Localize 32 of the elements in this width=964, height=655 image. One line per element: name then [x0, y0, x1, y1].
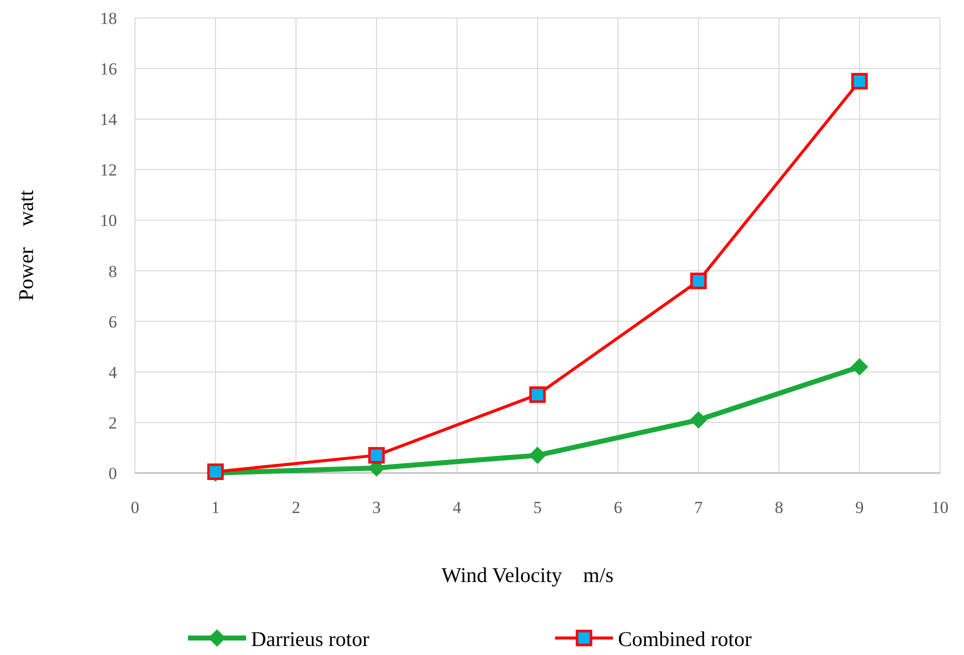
point — [690, 272, 707, 290]
x-tick-label: 5 — [533, 498, 542, 517]
point — [690, 411, 707, 428]
x-tick-label: 6 — [614, 498, 622, 517]
x-tick-label: 9 — [855, 498, 864, 517]
x-tick-label: 3 — [372, 498, 381, 517]
y-tick-label: 18 — [100, 9, 117, 28]
legend-label: Combined rotor — [618, 627, 752, 651]
point — [529, 386, 546, 403]
y-axis-title: Power watt — [14, 190, 38, 301]
y-tick-label: 10 — [100, 211, 117, 230]
y-tick-label: 16 — [100, 60, 117, 79]
point — [529, 446, 546, 464]
x-tick-label: 8 — [774, 498, 784, 517]
x-axis-title: Wind Velocity m/s — [441, 563, 614, 587]
point — [851, 358, 868, 376]
y-tick-label: 6 — [108, 312, 117, 332]
point — [851, 72, 868, 90]
legend-label: Darrieus rotor — [251, 627, 370, 651]
y-tick-label: 14 — [100, 110, 118, 130]
x-tick-label: 2 — [292, 498, 300, 517]
x-tick-label: 10 — [932, 498, 948, 517]
y-tick-label: 8 — [108, 262, 117, 281]
y-tick-label: 0 — [108, 464, 117, 483]
y-tick-label: 12 — [100, 160, 117, 180]
point — [368, 447, 385, 464]
x-tick-label: 4 — [452, 498, 462, 517]
y-tick-label: 4 — [108, 362, 118, 382]
x-tick-label: 7 — [694, 498, 704, 517]
y-tick-label: 2 — [108, 413, 117, 432]
x-tick-label: 0 — [130, 498, 140, 517]
x-tick-label: 1 — [211, 498, 220, 517]
